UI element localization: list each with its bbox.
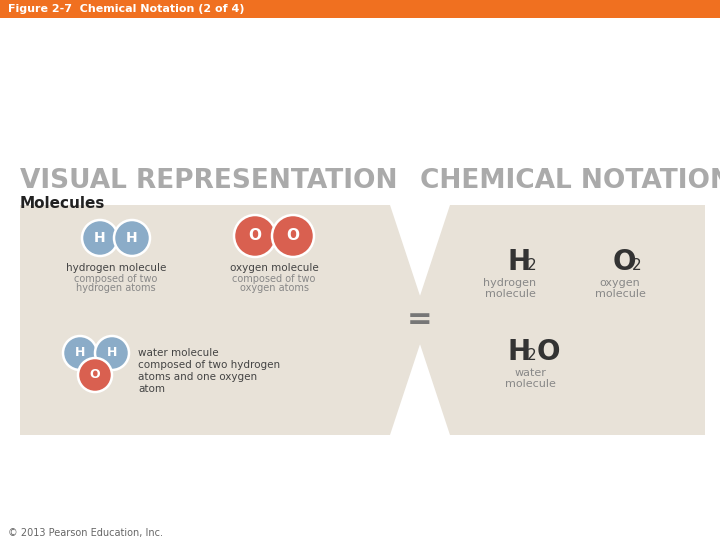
Circle shape (272, 215, 314, 257)
Circle shape (63, 336, 97, 370)
Text: O: O (90, 368, 100, 381)
Text: H: H (508, 248, 531, 276)
Text: O: O (613, 248, 636, 276)
Text: water molecule: water molecule (138, 348, 219, 358)
Text: composed of two hydrogen: composed of two hydrogen (138, 360, 280, 370)
Text: H: H (107, 347, 117, 360)
Circle shape (82, 220, 118, 256)
Text: H: H (75, 347, 85, 360)
Circle shape (114, 220, 150, 256)
Text: H: H (508, 338, 531, 366)
Circle shape (95, 336, 129, 370)
Bar (0, 0, 720, 18)
Text: water: water (514, 368, 546, 378)
Polygon shape (20, 205, 428, 435)
Text: O: O (248, 228, 261, 244)
Text: composed of two: composed of two (74, 274, 158, 284)
Text: Figure 2-7  Chemical Notation (2 of 4): Figure 2-7 Chemical Notation (2 of 4) (8, 4, 245, 14)
Text: H: H (94, 231, 106, 245)
Text: 2: 2 (632, 258, 642, 273)
Text: © 2013 Pearson Education, Inc.: © 2013 Pearson Education, Inc. (8, 528, 163, 538)
Text: O: O (287, 228, 300, 244)
Text: oxygen atoms: oxygen atoms (240, 283, 308, 293)
Text: 2: 2 (527, 258, 536, 273)
Text: H: H (126, 231, 138, 245)
Text: molecule: molecule (595, 289, 645, 299)
Text: VISUAL REPRESENTATION: VISUAL REPRESENTATION (20, 168, 397, 194)
Text: molecule: molecule (505, 379, 555, 389)
Text: CHEMICAL NOTATION: CHEMICAL NOTATION (420, 168, 720, 194)
Polygon shape (412, 205, 705, 435)
Text: molecule: molecule (485, 289, 536, 299)
Text: hydrogen molecule: hydrogen molecule (66, 263, 166, 273)
Text: Molecules: Molecules (20, 196, 105, 211)
Text: oxygen molecule: oxygen molecule (230, 263, 318, 273)
Text: atom: atom (138, 384, 165, 394)
Text: composed of two: composed of two (233, 274, 315, 284)
Circle shape (78, 358, 112, 392)
Text: hydrogen atoms: hydrogen atoms (76, 283, 156, 293)
Circle shape (234, 215, 276, 257)
Text: atoms and one oxygen: atoms and one oxygen (138, 372, 257, 382)
Text: =: = (408, 306, 433, 334)
Text: oxygen: oxygen (600, 278, 640, 288)
Text: O: O (537, 338, 560, 366)
Text: 2: 2 (527, 348, 536, 363)
Text: hydrogen: hydrogen (483, 278, 536, 288)
